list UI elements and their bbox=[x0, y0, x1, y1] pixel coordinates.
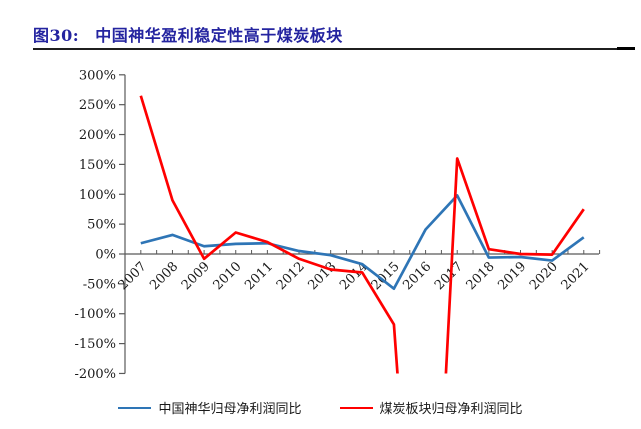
figure-title: 中国神华盈利稳定性高于煤炭板块 bbox=[95, 26, 343, 45]
x-tick-label: 2015 bbox=[369, 259, 403, 293]
x-tick-label: 2013 bbox=[305, 259, 339, 293]
legend-label-shenhua: 中国神华归母净利润同比 bbox=[158, 402, 302, 417]
profit-yoy-line-chart: 300% 250% 200% 150% 100% 50% 0% -50% -100% -150% -… bbox=[0, 54, 641, 402]
y-tick-label: 300% bbox=[79, 68, 116, 83]
caption-underline bbox=[33, 48, 617, 50]
x-tick-label: 2009 bbox=[179, 259, 213, 293]
figure-number: 图30: bbox=[33, 26, 80, 45]
figure-caption: 图30: 中国神华盈利稳定性高于煤炭板块 bbox=[33, 22, 343, 46]
x-tick-label: 2007 bbox=[116, 259, 150, 293]
x-tick-label: 2008 bbox=[147, 259, 181, 293]
x-tick-label: 2017 bbox=[432, 259, 466, 293]
x-tick-label: 2019 bbox=[495, 259, 529, 293]
y-tick-label: 0% bbox=[95, 248, 116, 263]
caption-underline-end bbox=[617, 47, 635, 50]
x-tick-label: 2012 bbox=[274, 259, 308, 293]
x-tick-label: 2010 bbox=[211, 259, 245, 293]
x-tick-label: 2021 bbox=[559, 259, 593, 293]
line-chart-svg: 300% 250% 200% 150% 100% 50% 0% -50% -100% -150% -… bbox=[74, 68, 601, 382]
y-tick-label: 250% bbox=[79, 98, 116, 113]
red-line-swatch-icon bbox=[339, 406, 373, 409]
series-line-1 bbox=[139, 95, 585, 374]
y-tick-label: 200% bbox=[79, 128, 116, 143]
y-tick-label: -200% bbox=[74, 367, 116, 382]
y-tick-label: -150% bbox=[74, 337, 116, 352]
x-tick-label: 2011 bbox=[242, 259, 276, 293]
legend-item-shenhua: 中国神华归母净利润同比 bbox=[118, 398, 302, 417]
y-tick-label: -100% bbox=[74, 307, 116, 322]
x-tick-label: 2018 bbox=[464, 259, 498, 293]
y-tick-label: 100% bbox=[79, 188, 116, 203]
series-line-0 bbox=[140, 194, 585, 290]
legend-label-coal-sector: 煤炭板块归母净利润同比 bbox=[379, 402, 523, 417]
y-tick-label: 150% bbox=[79, 158, 116, 173]
blue-line-swatch-icon bbox=[118, 406, 152, 409]
legend-item-coal-sector: 煤炭板块归母净利润同比 bbox=[339, 398, 523, 417]
y-tick-label: -50% bbox=[83, 277, 116, 292]
y-tick-label: 50% bbox=[87, 218, 116, 233]
x-tick-label: 2020 bbox=[527, 259, 561, 293]
chart-legend: 中国神华归母净利润同比 煤炭板块归母净利润同比 bbox=[0, 398, 641, 417]
